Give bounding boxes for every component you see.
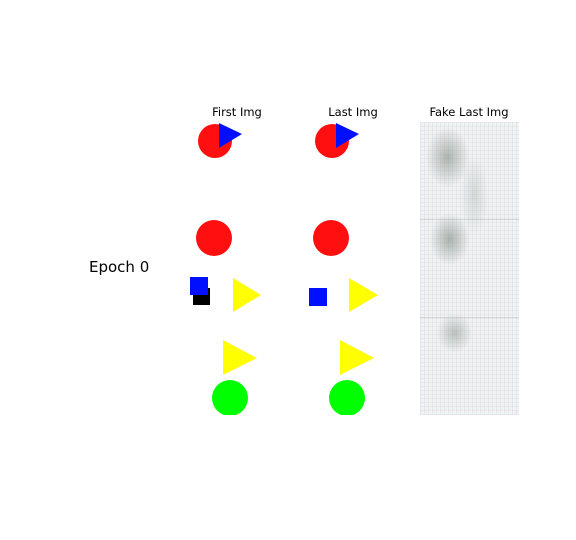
fake-tile-divider [420,317,519,318]
red-circle-shape [313,220,349,256]
yellow-triangle-shape [340,340,374,375]
fake-tile-divider [420,219,519,220]
blue-triangle-shape [219,123,242,148]
epoch-label: Epoch 0 [89,258,150,276]
blue-square-shape [190,277,208,295]
yellow-triangle-shape [349,278,378,312]
yellow-triangle-shape [223,340,257,375]
column-title-last-img: Last Img [328,105,378,119]
blue-triangle-shape [336,123,359,148]
column-title-fake-last-img: Fake Last Img [429,105,509,119]
first-img-panel [185,122,285,415]
last-img-panel [302,122,402,415]
green-circle-shape [329,380,365,415]
blue-square-shape [309,288,327,306]
last-img-shapes [309,123,378,415]
red-circle-shape [196,220,232,256]
green-circle-shape [212,380,248,415]
first-img-shapes [190,123,261,415]
fake-last-img-panel [420,122,519,415]
column-title-first-img: First Img [212,105,262,119]
yellow-triangle-shape [233,278,261,312]
